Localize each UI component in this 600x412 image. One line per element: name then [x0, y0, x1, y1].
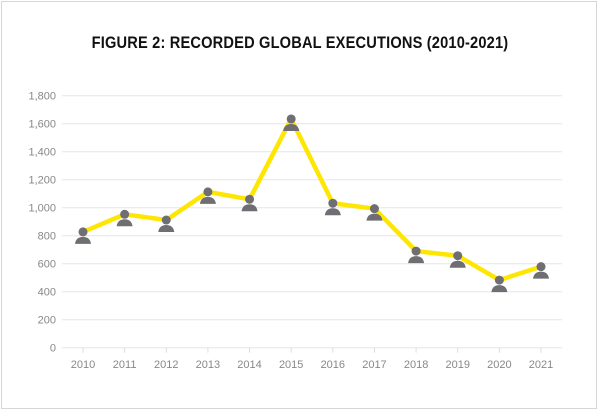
person-icon [408, 246, 425, 264]
x-tick-label: 2013 [196, 359, 220, 371]
x-tick-label: 2014 [237, 359, 261, 371]
person-body [533, 271, 549, 279]
data-point [494, 275, 504, 285]
y-tick-label: 1,200 [28, 175, 56, 187]
person-icon [199, 187, 216, 204]
person-body [158, 225, 175, 233]
x-tick-label: 2018 [404, 359, 428, 371]
chart-title: FIGURE 2: RECORDED GLOBAL EXECUTIONS (20… [91, 33, 509, 52]
person-body [283, 123, 300, 131]
data-point [536, 262, 546, 272]
x-tick-label: 2019 [445, 359, 469, 371]
data-point [328, 198, 338, 208]
data-point [203, 187, 213, 197]
data-point [120, 209, 130, 219]
data-point [245, 194, 255, 204]
person-icon [366, 204, 383, 221]
person-icon [283, 114, 300, 131]
y-tick-label: 1,400 [28, 147, 56, 159]
x-tick-label: 2011 [113, 359, 137, 371]
person-body [449, 260, 466, 268]
person-body [116, 219, 133, 227]
person-body [491, 285, 508, 293]
y-tick-label: 1,600 [28, 119, 56, 131]
data-point [369, 204, 379, 214]
y-tick-label: 1,000 [28, 203, 56, 215]
y-tick-label: 600 [38, 259, 56, 271]
person-body [366, 213, 383, 221]
x-tick-label: 2016 [321, 359, 345, 371]
y-tick-label: 200 [38, 315, 56, 327]
person-body [241, 204, 258, 212]
person-icon [75, 227, 91, 244]
person-icon [324, 198, 341, 216]
x-tick-label: 2015 [279, 359, 303, 371]
series-line [82, 116, 542, 283]
person-body [408, 256, 425, 264]
person-icon [241, 194, 258, 212]
x-tick-label: 2012 [154, 359, 178, 371]
person-icon [116, 209, 133, 227]
y-tick-label: 0 [50, 343, 56, 355]
person-body [324, 208, 341, 216]
y-tick-label: 400 [38, 287, 56, 299]
person-body [75, 236, 91, 244]
person-icon [533, 262, 549, 279]
data-point [453, 251, 463, 261]
y-tick-label: 800 [38, 231, 56, 243]
data-point [411, 246, 421, 256]
data-point [78, 227, 88, 237]
x-tick-label: 2020 [487, 359, 511, 371]
data-point [286, 114, 296, 124]
x-tick-label: 2021 [529, 359, 553, 371]
person-icon [158, 215, 175, 233]
x-tick-label: 2010 [71, 359, 95, 371]
y-tick-label: 1,800 [28, 91, 56, 103]
x-tick-label: 2017 [362, 359, 386, 371]
person-body [199, 196, 216, 204]
person-icon [449, 251, 466, 268]
data-point [161, 215, 171, 225]
person-icon [491, 275, 508, 293]
